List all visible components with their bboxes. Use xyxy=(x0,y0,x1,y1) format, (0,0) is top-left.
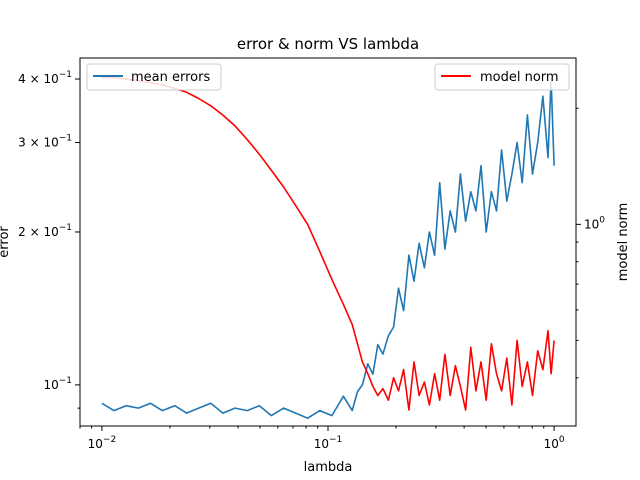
axes-layer: 10−2 10−1 100 4 × 10−1 3 × 10−1 2 × 10−1 10−1 1… xyxy=(18,57,605,451)
x-tick-label: 10−1 xyxy=(314,435,343,451)
x-tick-label: 100 xyxy=(544,435,565,451)
legend-left-label: mean errors xyxy=(131,70,210,85)
y-left-tick-label: 10−1 xyxy=(43,376,72,392)
x-tick-label: 10−2 xyxy=(88,435,117,451)
legend-right-box xyxy=(434,63,570,91)
y-axis-label-left: error xyxy=(0,226,12,258)
chart-title: error & norm VS lambda xyxy=(237,35,419,53)
legend-left: mean errors xyxy=(86,63,222,91)
y-axis-label-right: model norm xyxy=(616,203,631,282)
legend-right: model norm xyxy=(434,63,570,91)
series-line-model-norm xyxy=(101,76,555,411)
y-right-tick-label: 100 xyxy=(584,215,605,231)
x-axis-label: lambda xyxy=(304,460,353,475)
plot-area xyxy=(101,76,555,420)
y-left-tick-label: 4 × 10−1 xyxy=(18,70,72,86)
series-line-mean-errors xyxy=(101,78,555,420)
y-left-tick-label: 2 × 10−1 xyxy=(18,223,72,239)
legend-right-label: model norm xyxy=(480,70,559,85)
legend-left-box xyxy=(86,63,222,91)
y-left-tick-label: 3 × 10−1 xyxy=(18,134,72,150)
